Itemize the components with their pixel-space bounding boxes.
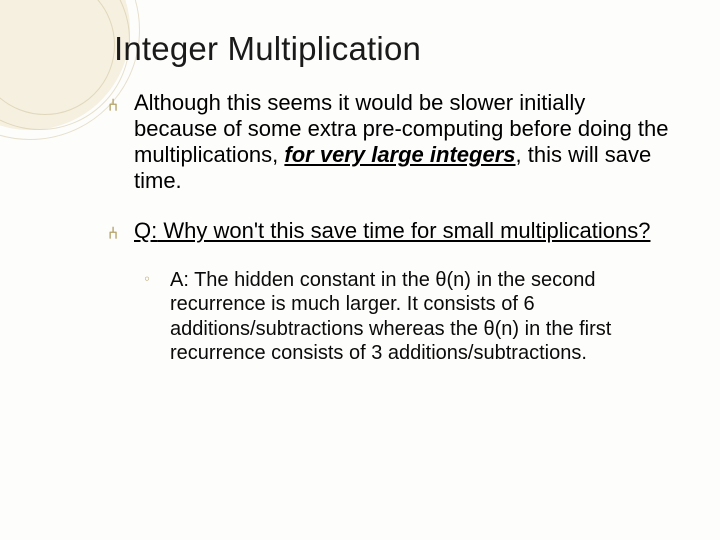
slide-title: Integer Multiplication [114,30,720,68]
slide: Integer Multiplication ⑃ Although this s… [0,0,720,540]
answer-text: The hidden constant in the θ(n) in the s… [170,269,611,364]
sub-bullet-icon: ◦ [144,269,150,290]
bullet-2-text: Q: Why won't this save time for small mu… [134,218,650,243]
answer-bullet: ◦ A: The hidden constant in the θ(n) in … [144,268,660,366]
bullet-icon: ⑃ [108,224,118,244]
bullet-1: ⑃ Although this seems it would be slower… [108,90,670,194]
bullet-2-lead: Q: [134,218,157,243]
bullet-2: ⑃ Q: Why won't this save time for small … [108,218,670,244]
slide-content: ⑃ Although this seems it would be slower… [108,90,670,365]
answer-prefix: A: [170,269,194,291]
bullet-icon: ⑃ [108,96,118,116]
bullet-2-rest: Why won't this save time for small multi… [157,218,650,243]
bullet-1-lead: Although [134,90,221,115]
bullet-1-emph: for very large integers [284,142,515,167]
